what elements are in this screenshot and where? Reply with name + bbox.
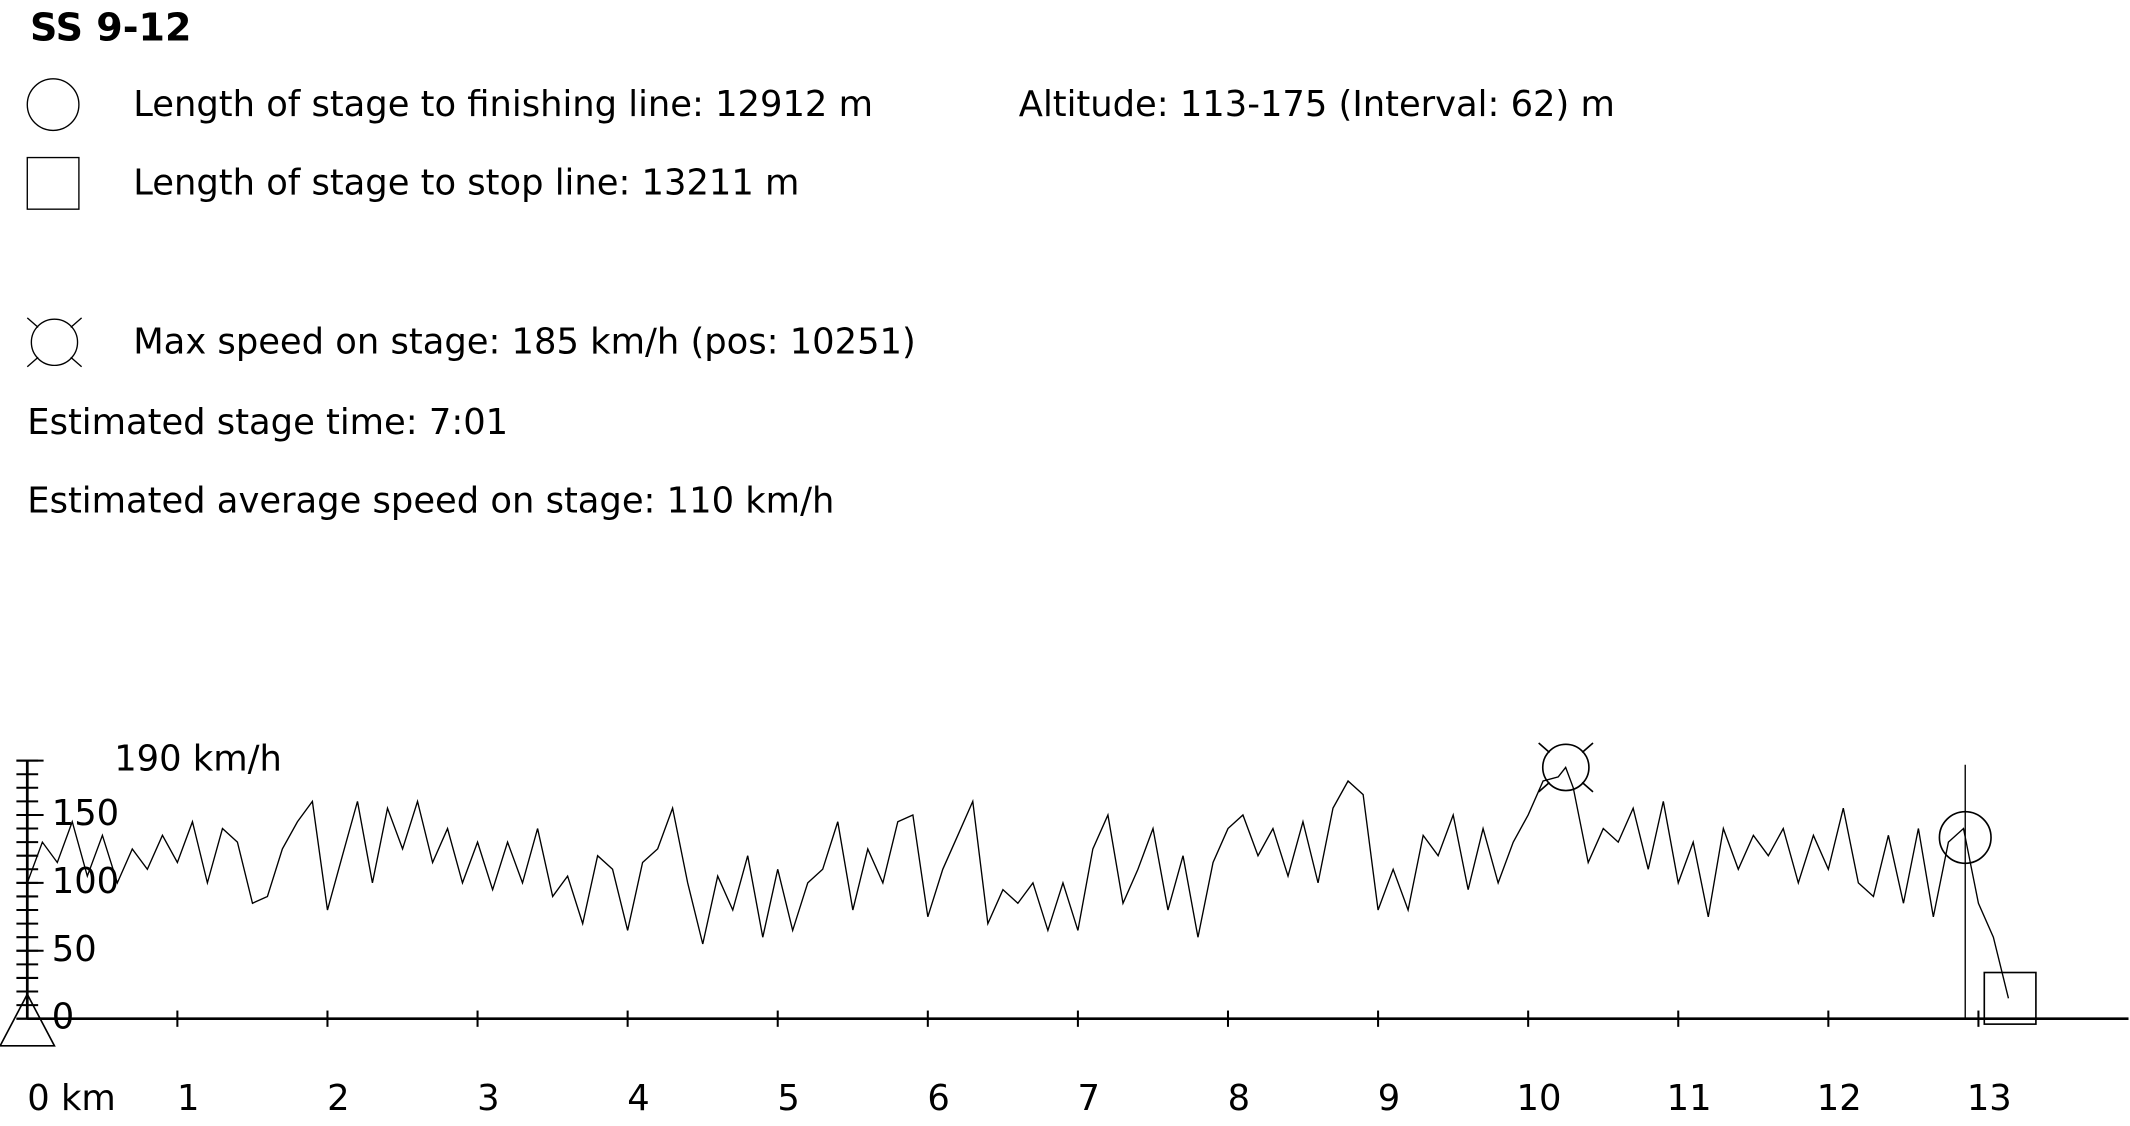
- x-tick-label: 4: [627, 1078, 649, 1119]
- speed-line: [26, 766, 2010, 999]
- info-text: Estimated average speed on stage: 110 km…: [27, 481, 834, 522]
- y-tick-label: 0: [52, 997, 74, 1038]
- x-tick-label: 9: [1378, 1078, 1400, 1119]
- y-tick-label: 50: [52, 929, 97, 970]
- x-tick-label: 13: [1967, 1078, 2012, 1119]
- chart-title: SS 9-12: [30, 5, 191, 49]
- info-text: Length of stage to finishing line: 12912…: [133, 84, 873, 125]
- x-tick-label: 8: [1228, 1078, 1250, 1119]
- x-tick-label: 6: [927, 1078, 949, 1119]
- x-tick-label: 1: [177, 1078, 199, 1119]
- max-speed-marker-cross: [1538, 742, 1594, 793]
- info-text: Estimated stage time: 7:01: [27, 402, 508, 443]
- x-tick-label: 12: [1817, 1078, 1862, 1119]
- info-text: Altitude: 113-175 (Interval: 62) m: [1019, 84, 1615, 125]
- x-tick-label: 2: [327, 1078, 349, 1119]
- info-text: Max speed on stage: 185 km/h (pos: 10251…: [133, 322, 916, 363]
- finish-marker: [1938, 810, 1992, 865]
- y-tick-label: 150: [52, 793, 119, 834]
- x-tick-label: 3: [477, 1078, 499, 1119]
- x-tick-label: 7: [1078, 1078, 1100, 1119]
- start-marker: [0, 992, 56, 1047]
- x-tick-label: 11: [1667, 1078, 1712, 1119]
- x-tick-label: 0 km: [27, 1078, 116, 1119]
- stop-marker: [1983, 971, 2037, 1025]
- max-speed-marker: [1541, 743, 1590, 792]
- y-tick-label: 190 km/h: [114, 739, 282, 780]
- stop-icon: [26, 156, 80, 210]
- finish-icon: [26, 78, 80, 132]
- x-tick-label: 10: [1517, 1078, 1562, 1119]
- x-tick-label: 5: [777, 1078, 799, 1119]
- max-speed-icon: [26, 317, 83, 368]
- info-text: Length of stage to stop line: 13211 m: [133, 163, 799, 204]
